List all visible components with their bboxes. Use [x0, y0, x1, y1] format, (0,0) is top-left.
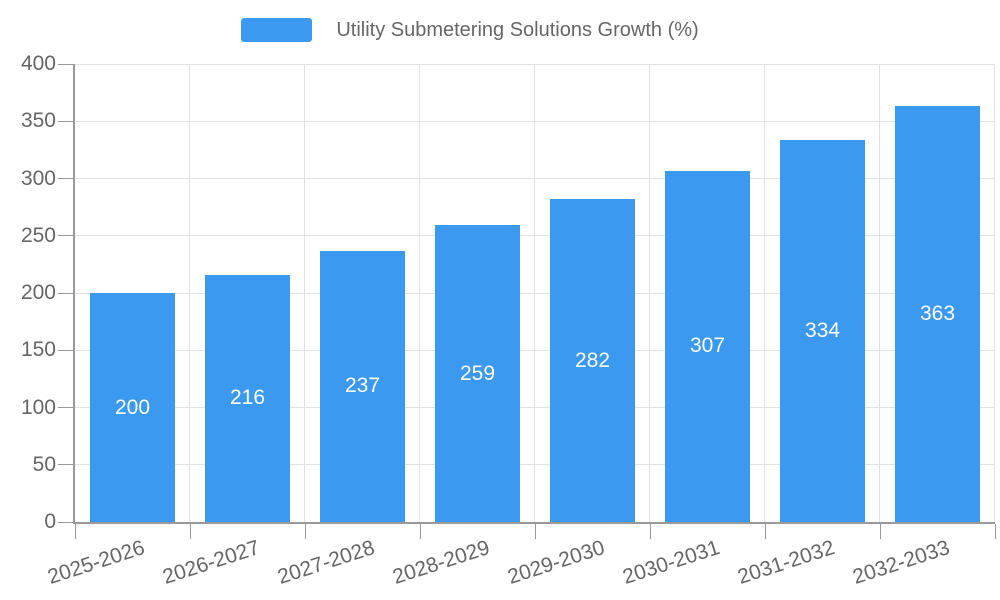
y-tick-label: 300 — [20, 166, 56, 190]
h-gridline — [75, 63, 995, 65]
h-gridline — [75, 235, 995, 237]
v-gridline — [994, 64, 995, 522]
bar-value-label: 307 — [689, 334, 726, 358]
x-axis-tick — [74, 524, 76, 539]
plot-area: 200 216 237 259 282 307 334 363 — [58, 63, 996, 539]
h-gridline — [75, 349, 995, 351]
y-axis-tick — [58, 292, 73, 294]
v-gridline — [419, 64, 420, 522]
y-axis-tick — [58, 63, 73, 65]
x-axis-tick — [419, 524, 421, 539]
v-gridline — [189, 64, 190, 522]
x-axis-tick — [879, 524, 881, 539]
x-tick-label: 2029-2030 — [504, 536, 608, 589]
x-axis-tick — [764, 524, 766, 539]
bar-2029-2030[interactable]: 282 — [550, 199, 635, 522]
y-tick-label: 200 — [20, 281, 56, 304]
h-gridline — [75, 407, 995, 408]
y-tick-label: 0 — [44, 510, 56, 533]
bar-2027-2028[interactable]: 237 — [320, 250, 405, 522]
x-tick-label: 2026-2027 — [159, 536, 263, 589]
bar-2026-2027[interactable]: 216 — [205, 274, 290, 522]
h-gridline — [75, 292, 995, 294]
bar-2025-2026[interactable]: 200 — [90, 293, 175, 522]
y-axis-tick — [58, 464, 73, 466]
bar-2031-2032[interactable]: 334 — [780, 139, 865, 522]
x-axis-tick — [649, 524, 651, 539]
x-tick-label: 2030-2031 — [619, 536, 723, 589]
v-gridline — [764, 64, 765, 522]
v-gridline — [879, 64, 880, 522]
v-gridline — [534, 64, 535, 522]
y-axis-tick — [58, 521, 73, 523]
y-tick-label: 100 — [20, 395, 56, 419]
bar-value-label: 237 — [344, 374, 381, 398]
bar-value-label: 259 — [459, 361, 496, 385]
y-tick-label: 150 — [20, 338, 56, 362]
x-tick-label: 2031-2032 — [734, 536, 838, 589]
bar-2030-2031[interactable]: 307 — [665, 170, 750, 522]
x-axis-tick — [534, 524, 536, 539]
h-gridline — [75, 464, 995, 466]
legend-swatch[interactable] — [241, 18, 313, 42]
x-tick-label: 2032-2033 — [849, 536, 953, 589]
x-axis-tick — [994, 524, 996, 539]
y-axis-labels: 0 50 100 150 200 250 300 350 400 — [0, 52, 56, 533]
x-axis-labels: 2025-2026 2026-2027 2027-2028 2028-2029 2029… — [45, 524, 993, 600]
bar-value-label: 282 — [574, 348, 611, 372]
x-axis-tick — [304, 524, 306, 539]
bar-value-label: 200 — [114, 395, 151, 419]
v-gridline — [304, 64, 305, 522]
bar-value-label: 334 — [804, 318, 841, 342]
y-axis-tick — [58, 407, 73, 408]
bar-2032-2033[interactable]: 363 — [895, 106, 980, 522]
y-tick-label: 400 — [20, 52, 56, 75]
x-axis-tick — [189, 524, 191, 539]
h-gridline — [75, 120, 995, 122]
x-tick-label: 2028-2029 — [389, 536, 493, 589]
legend: Utility Submetering Solutions Growth (%) — [0, 18, 970, 42]
x-tick-label: 2025-2026 — [44, 536, 148, 589]
y-axis-tick — [58, 349, 73, 351]
y-axis-tick — [58, 120, 73, 122]
y-tick-label: 250 — [20, 223, 56, 247]
x-tick-label: 2027-2028 — [274, 536, 378, 589]
v-gridline — [649, 64, 650, 522]
y-axis-tick — [58, 235, 73, 237]
bar-2028-2029[interactable]: 259 — [435, 225, 520, 522]
bar-value-label: 216 — [229, 386, 266, 410]
y-tick-label: 350 — [20, 109, 56, 133]
bar-value-label: 363 — [919, 302, 956, 326]
legend-label[interactable]: Utility Submetering Solutions Growth (%) — [336, 18, 699, 41]
y-tick-label: 50 — [32, 452, 56, 476]
h-gridline — [75, 178, 995, 179]
y-axis-tick — [58, 178, 73, 179]
